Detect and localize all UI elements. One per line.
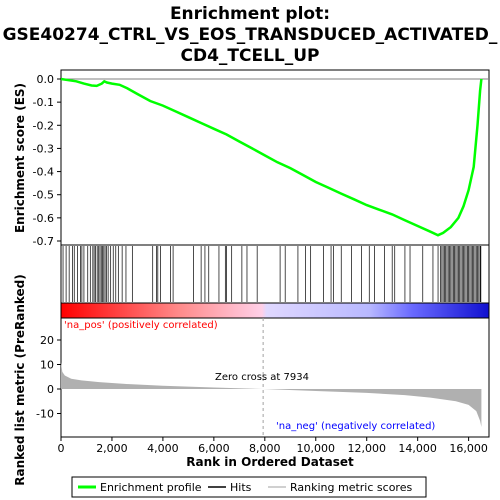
hits-marks <box>62 246 482 302</box>
x-axis-label: Rank in Ordered Dataset <box>186 455 354 469</box>
x-tick-label: 14,000 <box>398 442 437 455</box>
metric-tick-label: 10 <box>40 359 54 372</box>
es-tick-label: -0.6 <box>33 212 54 225</box>
x-tick-label: 4,000 <box>147 442 179 455</box>
metric-axis-label: Ranked list metric (PreRanked) <box>13 274 27 486</box>
rank-color-bar <box>60 302 490 319</box>
x-tick-label: 0 <box>58 442 65 455</box>
x-tick-label: 10,000 <box>297 442 336 455</box>
x-axis-ticks: 0 2,000 4,000 6,000 8,000 10,000 12,000 14,000 1… <box>58 437 488 455</box>
chart-title-line1: Enrichment plot: <box>170 4 330 24</box>
es-panel-frame <box>60 69 490 246</box>
zero-cross-label: Zero cross at 7934 <box>215 372 309 383</box>
enrichment-profile-line <box>60 77 483 237</box>
es-tick-label: -0.5 <box>33 189 54 202</box>
x-tick-label: 8,000 <box>249 442 281 455</box>
es-tick-label: -0.4 <box>33 166 54 179</box>
metric-tick-label: -10 <box>36 408 54 421</box>
metric-panel-frame <box>60 317 490 438</box>
es-axis-ticks: 0.0 -0.1 -0.2 -0.3 -0.4 -0.5 -0.6 -0.7 <box>33 73 61 248</box>
metric-tick-label: 0 <box>47 383 54 396</box>
pos-correlated-label: 'na_pos' (positively correlated) <box>64 320 218 331</box>
legend-es-label: Enrichment profile <box>100 481 202 494</box>
x-tick-label: 12,000 <box>347 442 386 455</box>
x-tick-label: 2,000 <box>96 442 128 455</box>
es-tick-label: 0.0 <box>37 73 55 86</box>
ranking-metric-area <box>61 362 482 427</box>
legend-metric-label: Ranking metric scores <box>290 481 412 494</box>
es-tick-label: -0.3 <box>33 142 54 155</box>
es-tick-label: -0.7 <box>33 235 54 248</box>
x-tick-label: 16,000 <box>449 442 488 455</box>
es-tick-label: -0.2 <box>33 119 54 132</box>
metric-axis-ticks: 20 10 0 -10 <box>36 334 61 421</box>
legend-hits-label: Hits <box>230 481 252 494</box>
hits-panel-frame <box>60 244 490 304</box>
x-tick-label: 6,000 <box>198 442 230 455</box>
neg-correlated-label: 'na_neg' (negatively correlated) <box>276 421 435 432</box>
chart-title-line3: CD4_TCELL_UP <box>180 46 319 66</box>
es-axis-label: Enrichment score (ES) <box>13 83 27 233</box>
es-tick-label: -0.1 <box>33 96 54 109</box>
legend-box <box>71 476 427 498</box>
metric-tick-label: 20 <box>40 334 54 347</box>
chart-title-line2: GSE40274_CTRL_VS_EOS_TRANSDUCED_ACTIVATE… <box>3 25 498 45</box>
